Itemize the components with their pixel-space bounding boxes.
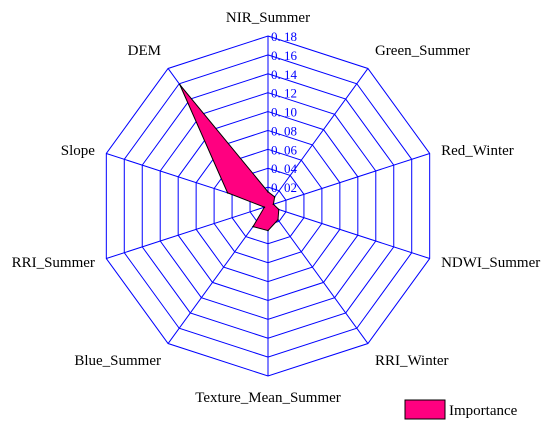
tick-label: 0. 10 <box>271 105 297 120</box>
tick-label: 0. 12 <box>271 86 297 101</box>
data-point-rri-summer <box>263 206 266 208</box>
tick-label: 0. 04 <box>271 161 298 176</box>
radial-tick-labels: 0. 02 0. 04 0. 06 0. 08 0. 10 0. 12 0. 14 0. 16… <box>271 29 298 195</box>
data-point-green-summer <box>273 196 276 198</box>
axis-labels: NIR_Summer Green_Summer Red_Winter NDWI_Sum… <box>12 10 541 406</box>
spoke-5 <box>267 205 369 344</box>
axis-label-rri-summer: RRI_Summer <box>12 255 95 271</box>
radar-grid <box>105 35 431 377</box>
axis-label-dem: DEM <box>128 43 161 59</box>
data-point-slope <box>226 192 229 194</box>
legend-label-importance: Importance <box>449 403 518 419</box>
data-point-dem <box>178 83 181 86</box>
radar-series <box>178 83 280 232</box>
tick-label: 0. 08 <box>271 123 297 138</box>
data-point-rri-winter <box>277 218 279 221</box>
tick-label: 0. 14 <box>271 67 298 82</box>
axis-label-nir-summer: NIR_Summer <box>226 10 310 26</box>
spoke-2 <box>267 68 369 207</box>
tick-label: 0. 18 <box>271 29 297 44</box>
data-point-texture-mean-summer <box>267 229 269 232</box>
tick-label: 0. 06 <box>271 142 298 157</box>
series-area-1 <box>179 84 280 232</box>
data-point-nir-summer <box>267 191 269 193</box>
spoke-8 <box>106 205 269 260</box>
axis-label-rri-winter: RRI_Winter <box>375 353 449 369</box>
legend-swatch-importance <box>404 399 446 420</box>
spoke-3 <box>267 152 430 207</box>
tick-label: 0. 02 <box>271 180 297 195</box>
axis-label-blue-summer: Blue_Summer <box>74 353 161 369</box>
axis-label-slope: Slope <box>61 143 96 159</box>
data-point-red-winter <box>272 203 275 206</box>
data-point-blue-summer <box>252 225 254 228</box>
axis-label-texture-mean-summer: Texture_Mean_Summer <box>195 390 341 406</box>
axis-label-red-winter: Red_Winter <box>441 143 514 159</box>
spoke-7 <box>167 205 269 344</box>
spoke-4 <box>267 205 430 260</box>
axis-label-green-summer: Green_Summer <box>375 43 470 59</box>
axis-label-ndwi-summer: NDWI_Summer <box>441 255 540 271</box>
data-point-ndwi-summer <box>277 208 280 211</box>
tick-label: 0. 16 <box>271 48 298 63</box>
legend: Importance <box>404 399 518 420</box>
